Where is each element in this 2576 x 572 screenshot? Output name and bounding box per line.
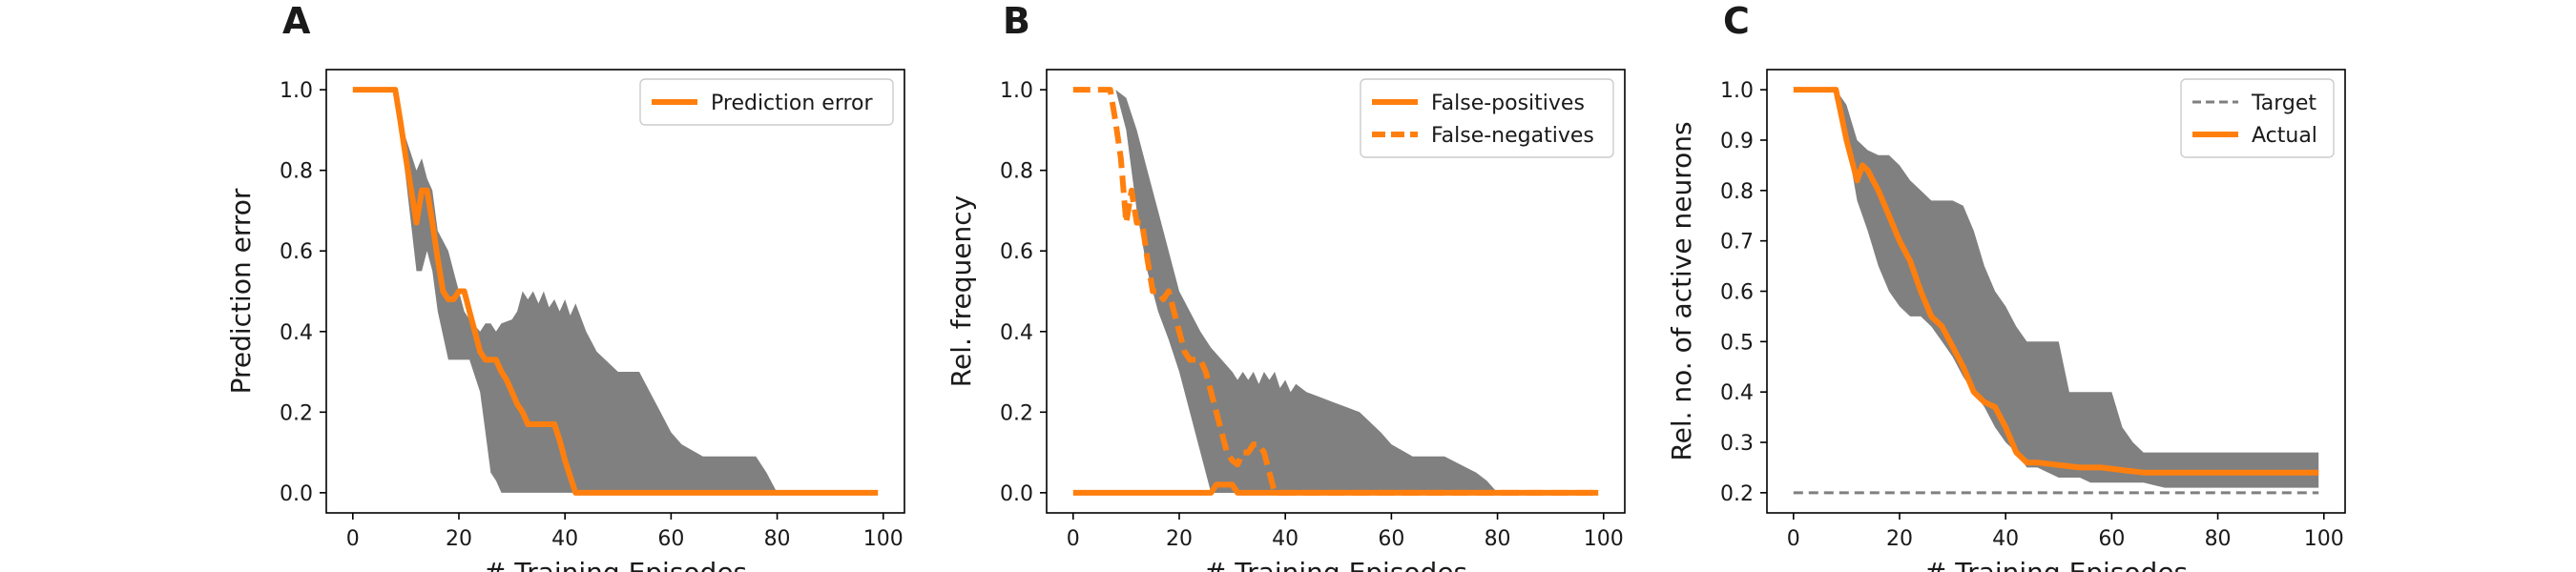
y-tick-label: 0.6 [280,240,313,264]
x-axis-label: # Training Episodes [1204,557,1467,572]
y-tick-label: 0.6 [1000,240,1033,264]
y-tick-label: 0.0 [280,482,313,506]
y-tick-label: 0.6 [1720,281,1754,305]
panel-letter: A [282,0,311,42]
x-tick-label: 60 [657,527,684,551]
x-tick-label: 0 [346,527,360,551]
series-line-false-negatives [1072,87,1599,496]
panel-b: 0 20 40 60 80 100 0.0 0.2 0.4 0.6 0.8 1.0 # Training… [945,0,1626,572]
y-tick-label: 1.0 [1000,79,1033,103]
x-tick-label: 40 [1272,527,1298,551]
panel-letter: B [1003,0,1030,42]
y-tick-label: 0.3 [1720,432,1754,456]
y-tick-label: 0.8 [1720,180,1754,204]
x-tick-label: 100 [1584,527,1624,551]
axes-frame [325,69,905,514]
uncertainty-band-secondary [1115,90,1297,493]
panel-a: 0 20 40 60 80 100 0.0 0.2 0.4 0.6 0.8 1.0 # Training… [225,0,905,572]
legend-entry-label: Target [2251,92,2316,115]
x-axis-label: # Training Episodes [1924,557,2188,572]
x-tick-label: 80 [764,527,791,551]
legend-box [639,78,894,126]
x-tick-label: 60 [1378,527,1404,551]
y-tick-label: 0.4 [1720,381,1754,405]
y-tick-label: 0.7 [1720,231,1754,255]
x-tick-label: 80 [1485,527,1511,551]
plot-area [1072,87,1599,496]
x-tick-label: 40 [551,527,578,551]
x-tick-label: 20 [1886,527,1913,551]
y-tick-label: 1.0 [1720,79,1754,103]
y-axis-label: Prediction error [225,188,257,394]
panel-c: 0 20 40 60 80 100 0.2 0.3 0.4 0.5 0.6 0.7 0.8 0.9 1.0 #… [1666,0,2346,572]
legend-entry-label: Actual [2252,124,2317,148]
series-line-prediction-error [352,87,879,496]
legend-entry-label: Prediction error [711,92,873,115]
plot-area [1793,87,2319,495]
y-tick-label: 0.8 [280,160,313,184]
x-tick-label: 100 [863,527,904,551]
series-line-false-positives [1072,481,1599,496]
y-tick-label: 0.2 [1000,401,1033,425]
legend-box [1360,78,1614,158]
legend-box [2180,78,2335,158]
y-tick-label: 0.2 [280,401,313,425]
plot-area [352,87,879,496]
x-axis-label: # Training Episodes [484,557,747,572]
legend: Target Actual [2180,78,2335,158]
y-tick-label: 0.0 [1000,482,1033,506]
legend-entry-label: False-negatives [1431,124,1594,148]
axes-frame [1046,69,1626,514]
x-tick-label: 0 [1067,527,1080,551]
legend: Prediction error [639,78,894,126]
x-tick-label: 80 [2205,527,2232,551]
y-tick-label: 0.8 [1000,160,1033,184]
y-tick-label: 0.9 [1720,130,1754,153]
x-tick-label: 20 [446,527,472,551]
y-tick-label: 0.5 [1720,331,1754,355]
y-axis-label: Rel. frequency [945,195,977,387]
uncertainty-band [1072,372,1599,493]
x-tick-label: 100 [2304,527,2344,551]
y-tick-label: 0.2 [1720,482,1754,506]
x-tick-label: 60 [2098,527,2125,551]
legend: False-positives False-negatives [1360,78,1614,158]
y-tick-label: 1.0 [280,79,313,103]
legend-entry-label: False-positives [1431,92,1585,115]
x-tick-label: 40 [1992,527,2019,551]
y-tick-label: 0.4 [280,321,313,345]
y-axis-label: Rel. no. of active neurons [1666,121,1697,460]
x-tick-label: 0 [1787,527,1800,551]
panel-letter: C [1723,0,1750,42]
x-tick-label: 20 [1166,527,1193,551]
uncertainty-band [352,90,879,493]
y-tick-label: 0.4 [1000,321,1033,345]
series-line-actual [1793,87,2319,476]
